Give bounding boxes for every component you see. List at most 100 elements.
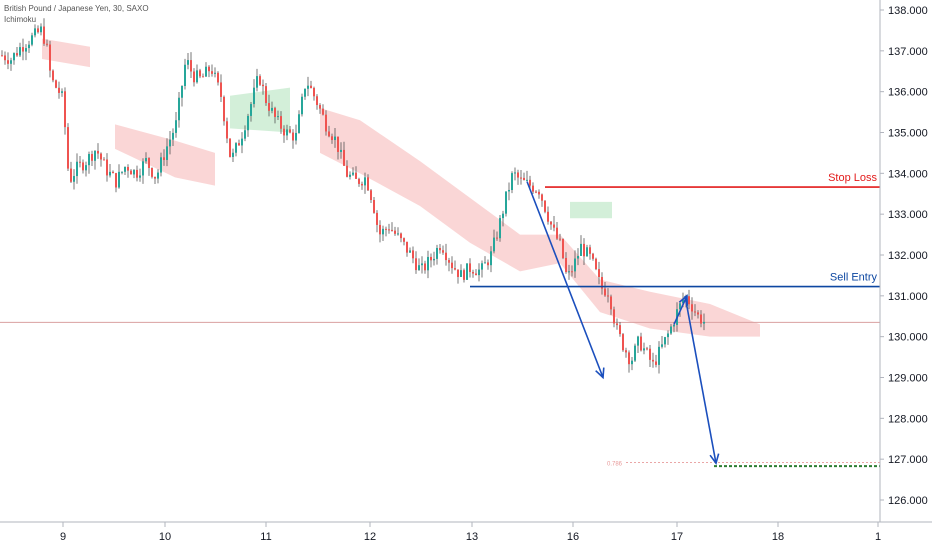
candle-body [271, 107, 273, 111]
candle-body [106, 159, 108, 176]
candle-body [154, 176, 156, 179]
candle-body [598, 269, 600, 278]
candle-body [118, 171, 120, 188]
candle-body [442, 250, 444, 253]
candle-body [538, 191, 540, 195]
candle-body [157, 172, 159, 179]
candle-body [508, 189, 510, 192]
candle-body [343, 149, 345, 166]
candle-body [661, 344, 663, 347]
candle-body [322, 108, 324, 115]
candle-body [580, 243, 582, 256]
candle-body [115, 173, 117, 188]
candle-body [292, 132, 294, 141]
candle-body [127, 166, 129, 171]
candle-body [547, 211, 549, 222]
price-tick-label: 134.000 [888, 168, 928, 180]
candle-body [697, 312, 699, 315]
candle-body [673, 324, 675, 327]
candle-body [553, 224, 555, 228]
price-tick-label: 127.000 [888, 454, 928, 466]
candle-body [535, 191, 537, 193]
candle-body [175, 120, 177, 133]
candle-body [25, 48, 27, 52]
candle-body [529, 179, 531, 186]
candle-body [574, 258, 576, 272]
candle-body [607, 295, 609, 297]
candle-body [214, 72, 216, 74]
candle-body [151, 167, 153, 177]
candle-body [559, 238, 561, 240]
projection-arrows [526, 181, 720, 466]
candle-body [628, 352, 630, 365]
candle-body [328, 131, 330, 137]
candle-body [226, 121, 228, 139]
candle-body [235, 143, 237, 153]
candle-body [307, 85, 309, 89]
candle-body [187, 60, 189, 65]
candle-body [421, 263, 423, 266]
pullback-arrow-head [678, 294, 689, 306]
candle-body [532, 185, 534, 192]
candle-body [397, 233, 399, 235]
candle-body [112, 171, 114, 174]
candle-body [433, 258, 435, 261]
candle-body [232, 152, 234, 157]
price-axis: 126.000 127.000 128.000 129.000 130.000 131.0… [880, 5, 928, 507]
candle-body [67, 127, 69, 169]
candle-body [652, 359, 654, 362]
candle-body [337, 136, 339, 152]
candle-body [331, 136, 333, 141]
candle-body [310, 85, 312, 88]
candle-body [622, 334, 624, 351]
candle-body [700, 314, 702, 324]
price-axis-panel[interactable] [880, 0, 932, 522]
candle-body [52, 70, 54, 81]
candle-body [304, 88, 306, 97]
price-tick-label: 129.000 [888, 373, 928, 385]
candle-body [37, 28, 39, 33]
candle-body [448, 260, 450, 263]
candle-body [379, 224, 381, 235]
price-tick-label: 131.000 [888, 291, 928, 303]
candle-body [586, 247, 588, 257]
candle-body [361, 183, 363, 186]
candle-body [244, 130, 246, 139]
candle-body [79, 161, 81, 163]
candle-body [436, 247, 438, 259]
candle-body [655, 361, 657, 365]
candle-body [634, 345, 636, 361]
candle-body [220, 82, 222, 97]
candle-body [73, 176, 75, 182]
candle-body [649, 348, 651, 360]
price-tick-label: 130.000 [888, 332, 928, 344]
candle-body [466, 263, 468, 280]
level-name-label: Stop Loss [828, 172, 877, 184]
candle-body [391, 229, 393, 231]
candle-body [703, 321, 705, 324]
candle-body [109, 171, 111, 176]
candle-body [526, 179, 528, 181]
candle-body [520, 177, 522, 179]
time-tick-label: 11 [260, 531, 271, 543]
candle-body [490, 251, 492, 266]
candle-body [610, 296, 612, 310]
candle-body [43, 26, 45, 44]
time-tick-label: 9 [60, 531, 66, 543]
candle-body [349, 174, 351, 177]
candle-body [190, 60, 192, 72]
candle-body [196, 70, 198, 83]
candle-body [217, 72, 219, 83]
candle-body [469, 263, 471, 272]
price-tick-label: 126.000 [888, 495, 928, 507]
candle-body [457, 269, 459, 277]
fib-level-label: 0.786 [607, 461, 623, 467]
candle-body [229, 138, 231, 157]
candle-body [370, 190, 372, 201]
price-tick-label: 138.000 [888, 5, 928, 17]
candle-body [439, 247, 441, 251]
candle-body [505, 191, 507, 214]
candle-body [403, 238, 405, 242]
candle-body [364, 177, 366, 186]
